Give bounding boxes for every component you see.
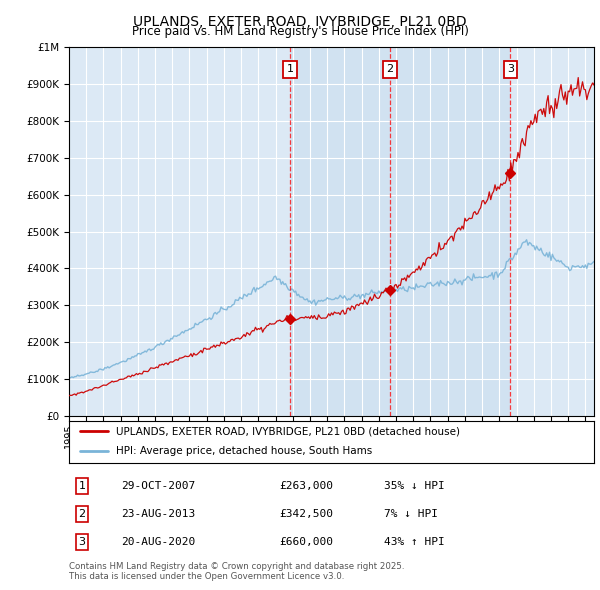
Text: 23-AUG-2013: 23-AUG-2013 [121, 509, 196, 519]
Text: Contains HM Land Registry data © Crown copyright and database right 2025.
This d: Contains HM Land Registry data © Crown c… [69, 562, 404, 581]
Text: 7% ↓ HPI: 7% ↓ HPI [384, 509, 438, 519]
Text: 43% ↑ HPI: 43% ↑ HPI [384, 537, 445, 547]
Text: 3: 3 [79, 537, 86, 547]
Text: 2: 2 [79, 509, 86, 519]
Text: 29-OCT-2007: 29-OCT-2007 [121, 481, 196, 491]
Text: 1: 1 [79, 481, 86, 491]
Text: 1: 1 [286, 64, 293, 74]
Text: UPLANDS, EXETER ROAD, IVYBRIDGE, PL21 0BD (detached house): UPLANDS, EXETER ROAD, IVYBRIDGE, PL21 0B… [116, 427, 460, 436]
Bar [290, 47, 511, 416]
Text: 3: 3 [507, 64, 514, 74]
Text: £660,000: £660,000 [279, 537, 333, 547]
Text: 20-AUG-2020: 20-AUG-2020 [121, 537, 196, 547]
Text: £263,000: £263,000 [279, 481, 333, 491]
Text: £342,500: £342,500 [279, 509, 333, 519]
Text: 2: 2 [386, 64, 394, 74]
Text: Price paid vs. HM Land Registry's House Price Index (HPI): Price paid vs. HM Land Registry's House … [131, 25, 469, 38]
Text: HPI: Average price, detached house, South Hams: HPI: Average price, detached house, Sout… [116, 446, 373, 456]
Text: 35% ↓ HPI: 35% ↓ HPI [384, 481, 445, 491]
Text: UPLANDS, EXETER ROAD, IVYBRIDGE, PL21 0BD: UPLANDS, EXETER ROAD, IVYBRIDGE, PL21 0B… [133, 15, 467, 29]
